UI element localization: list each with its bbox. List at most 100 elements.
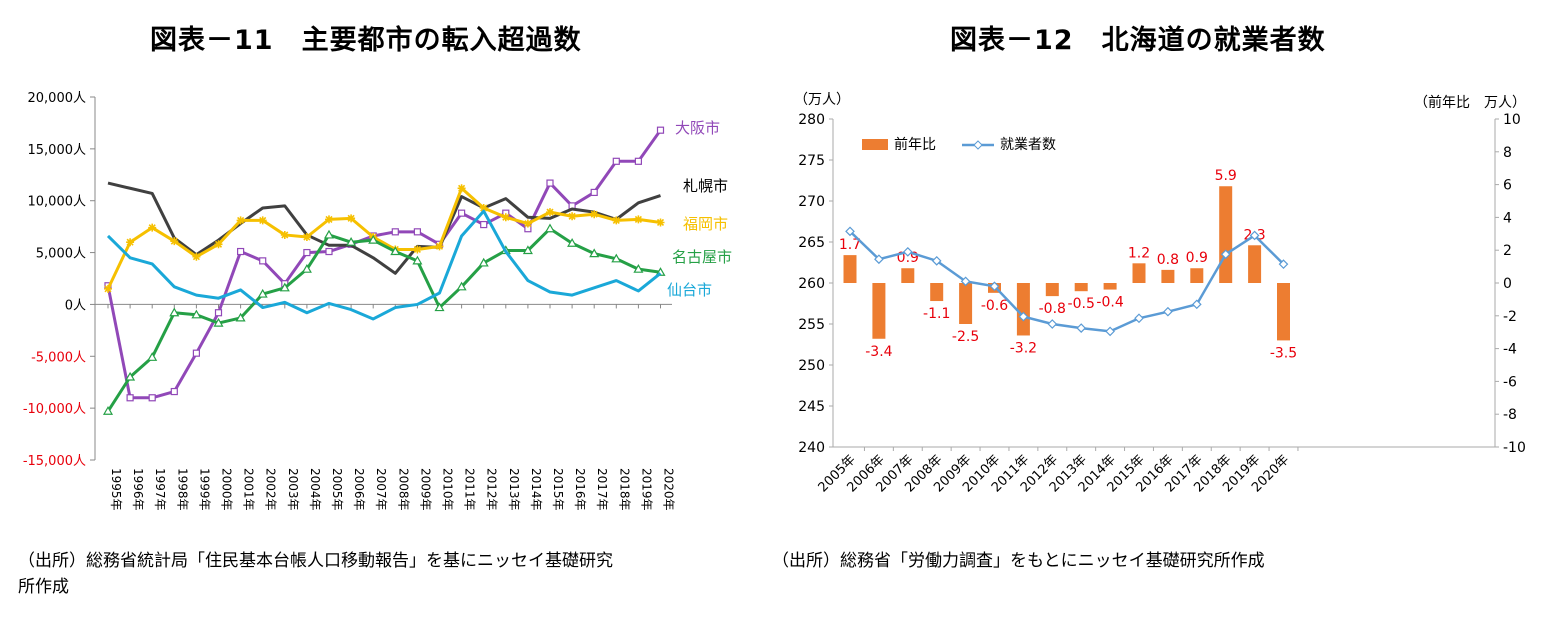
right-tick-label: 10 xyxy=(1503,112,1521,128)
y-tick-label: -5,000人 xyxy=(31,350,86,365)
data-point xyxy=(480,220,488,229)
right-tick-label: -6 xyxy=(1503,374,1517,390)
left-tick-label: 245 xyxy=(798,399,825,415)
data-point xyxy=(413,245,422,254)
bar-data-label: 5.9 xyxy=(1215,168,1237,184)
data-point xyxy=(346,236,357,246)
data-point xyxy=(302,233,311,242)
right-tick-label: -2 xyxy=(1503,309,1517,325)
left-tick-label: 260 xyxy=(798,276,825,292)
bar-2009年 xyxy=(959,283,973,324)
data-point xyxy=(458,209,466,217)
data-point xyxy=(1278,259,1289,269)
data-point xyxy=(125,371,136,381)
data-point xyxy=(456,281,467,291)
legend-label-就業者数: 就業者数 xyxy=(1000,137,1056,153)
left-tick-label: 270 xyxy=(798,194,825,210)
x-tick-label: 2000年 xyxy=(220,468,234,511)
bar-data-label: 1.2 xyxy=(1128,245,1150,261)
series-line-仙台市 xyxy=(106,209,662,321)
right-tick-label: -10 xyxy=(1503,440,1526,456)
bar-data-label: -0.4 xyxy=(1096,295,1123,311)
data-point xyxy=(1191,299,1202,310)
right-axis-title: （前年比 万人） xyxy=(1414,94,1526,111)
data-point xyxy=(435,242,444,251)
data-point xyxy=(147,352,158,361)
bar-2006年 xyxy=(872,283,886,339)
right-tick-label: 0 xyxy=(1503,276,1512,292)
data-point xyxy=(1076,323,1087,333)
data-point xyxy=(633,263,644,273)
series-line-就業者数 xyxy=(849,230,1285,333)
data-point xyxy=(902,246,913,257)
data-point xyxy=(104,284,112,293)
left-tick-label: 255 xyxy=(798,317,825,333)
data-point xyxy=(656,126,665,134)
data-point xyxy=(931,256,942,266)
y-tick-label: 5,000人 xyxy=(36,247,86,262)
x-tick-label: 2011年 xyxy=(463,468,477,511)
left-tick-label: 280 xyxy=(798,112,825,128)
data-point xyxy=(989,281,1000,292)
y-tick-label: 20,000人 xyxy=(28,91,87,106)
data-point xyxy=(325,215,333,224)
data-point xyxy=(544,223,556,233)
data-point xyxy=(612,157,620,165)
data-point xyxy=(303,248,311,257)
data-point xyxy=(522,245,533,255)
data-point xyxy=(257,288,268,298)
left-source-note: （出所）総務省統計局「住民基本台帳人口移動報告」を基にニッセイ基礎研究 所作成 xyxy=(18,548,613,600)
bar-2019年 xyxy=(1248,245,1262,283)
x-tick-label: 1998年 xyxy=(175,468,189,511)
data-point xyxy=(214,309,223,317)
x-tick-label: 2015年 xyxy=(551,468,565,511)
data-point xyxy=(1220,249,1231,260)
data-point xyxy=(478,257,489,267)
series-label-仙台市: 仙台市 xyxy=(667,281,712,299)
bar-data-label: -2.5 xyxy=(952,329,979,345)
series-label-札幌市: 札幌市 xyxy=(683,177,728,195)
data-point xyxy=(325,247,333,256)
y-tick-label: 10,000人 xyxy=(28,195,87,210)
series-line-札幌市 xyxy=(107,181,661,275)
bar-data-label: -0.5 xyxy=(1068,296,1095,312)
data-point xyxy=(546,179,554,187)
data-point xyxy=(258,216,267,225)
right-tick-label: 4 xyxy=(1503,210,1512,226)
bar-data-label: 1.7 xyxy=(839,237,861,253)
right-tick-label: -8 xyxy=(1503,407,1517,423)
data-point xyxy=(391,228,399,236)
data-point xyxy=(213,317,224,327)
right-tick-label: 6 xyxy=(1503,178,1512,194)
right-tick-label: 2 xyxy=(1503,243,1512,259)
data-point xyxy=(590,210,599,219)
right-chart-title: 図表－12 北海道の就業者数 xyxy=(950,25,1326,56)
x-tick-label: 2013年 xyxy=(507,468,521,511)
x-tick-label: 2006年 xyxy=(352,468,366,511)
data-point xyxy=(590,188,598,197)
legend-marker xyxy=(973,140,983,150)
series-label-福岡市: 福岡市 xyxy=(683,215,728,233)
x-tick-label: 1995年 xyxy=(109,468,123,511)
bar-data-label: 0.8 xyxy=(1157,252,1179,268)
data-point xyxy=(589,248,600,258)
left-chart-title: 図表－11 主要都市の転入超過数 xyxy=(150,25,582,56)
data-point xyxy=(845,226,855,237)
series-line-名古屋市 xyxy=(106,227,661,413)
data-point xyxy=(1134,313,1144,324)
data-point xyxy=(612,216,621,225)
bar-2014年 xyxy=(1103,283,1117,290)
data-point xyxy=(126,394,134,402)
x-tick-label: 2016年 xyxy=(573,468,587,511)
left-tick-label: 250 xyxy=(798,358,825,374)
data-point xyxy=(479,203,488,212)
y-tick-label: -10,000人 xyxy=(23,402,86,417)
bar-2018年 xyxy=(1219,186,1233,283)
data-point xyxy=(523,219,532,228)
y-tick-label: 0人 xyxy=(65,298,86,313)
legend-label-前年比: 前年比 xyxy=(894,136,936,153)
bar-data-label: -0.6 xyxy=(981,298,1008,314)
data-point xyxy=(634,215,643,224)
series-label-名古屋市: 名古屋市 xyxy=(672,248,732,266)
data-point xyxy=(214,240,223,249)
